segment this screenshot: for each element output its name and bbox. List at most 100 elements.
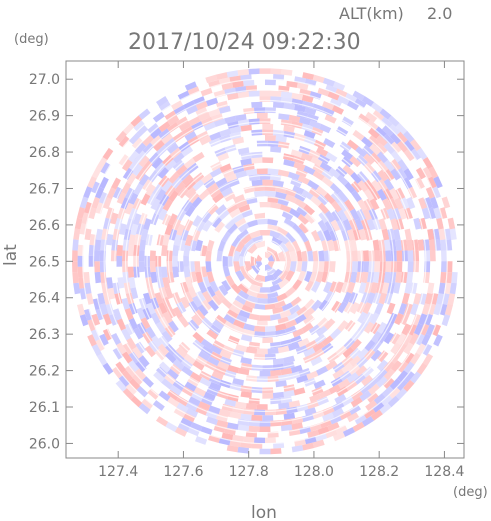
radar-gate-cell xyxy=(425,323,436,336)
radar-gate-cell xyxy=(270,313,282,321)
radar-gate-cell xyxy=(279,309,292,319)
radar-gate-cell xyxy=(325,151,338,163)
radar-gate-cell xyxy=(154,292,164,305)
radar-gate-cell xyxy=(371,331,382,343)
radar-gate-cell xyxy=(94,250,101,262)
radar-gate-cell xyxy=(165,351,177,364)
radar-gate-cell xyxy=(338,378,351,390)
radar-gate-cell xyxy=(259,90,271,97)
radar-gate-cell xyxy=(379,108,392,120)
radar-gate-cell xyxy=(321,271,330,283)
radar-gate-cell xyxy=(395,271,402,284)
radar-gate-cell xyxy=(318,202,330,214)
radar-gate-cell xyxy=(77,206,86,219)
radar-gate-cell xyxy=(374,302,384,315)
radar-gate-cell xyxy=(195,107,208,117)
radar-gate-cell xyxy=(383,239,391,251)
radar-gate-cell xyxy=(424,197,433,209)
radar-gate-cell xyxy=(376,359,389,372)
radar-gate-cell xyxy=(337,301,348,314)
radar-gate-cell xyxy=(270,448,282,455)
radar-gate-cell xyxy=(183,412,196,423)
radar-gate-cell xyxy=(330,219,341,232)
radar-gate-cell xyxy=(232,434,244,442)
radar-gate-cell xyxy=(345,380,358,391)
radar-gate-cell xyxy=(352,129,365,141)
radar-gate-cell xyxy=(390,141,402,154)
radar-gate-cell xyxy=(206,416,218,426)
radar-gate-cell xyxy=(346,281,356,294)
radar-gate-cell xyxy=(150,271,158,284)
radar-gate-cell xyxy=(318,250,325,262)
radar-gate-cell xyxy=(95,308,105,321)
radar-gate-cell xyxy=(376,134,388,147)
radar-gate-cell xyxy=(130,115,143,127)
radar-gate-cell xyxy=(404,228,412,241)
radar-gate-cell xyxy=(376,151,389,164)
radar-gate-cell xyxy=(205,74,218,83)
radar-gate-cell xyxy=(213,118,226,127)
radar-gate-cell xyxy=(383,159,395,172)
radar-gate-cell xyxy=(128,234,136,246)
radar-gate-cell xyxy=(73,282,81,295)
radar-gate-cell xyxy=(316,146,329,157)
radar-gate-cell xyxy=(181,174,194,186)
radar-gate-cell xyxy=(231,299,244,310)
radar-gate-cell xyxy=(341,395,354,407)
radar-gate-cell xyxy=(366,119,379,131)
radar-gate-cell xyxy=(265,79,276,86)
radar-gate-cell xyxy=(178,121,191,132)
radar-gate-cell xyxy=(113,308,122,321)
radar-gate-cell xyxy=(278,269,289,281)
radar-gate-cell xyxy=(358,282,367,294)
radar-gate-cell xyxy=(122,250,128,262)
radar-gate-cell xyxy=(77,244,84,256)
radar-gate-cell xyxy=(176,402,189,413)
radar-gate-cell xyxy=(312,74,325,83)
radar-gate-cell xyxy=(240,158,252,166)
radar-gate-cell xyxy=(251,279,263,288)
radar-gate-cell xyxy=(310,356,323,367)
radar-gate-cell xyxy=(262,415,274,421)
radar-gate-cell xyxy=(232,319,245,329)
radar-gate-cell xyxy=(116,192,127,205)
radar-gate-cell xyxy=(92,298,101,310)
radar-gate-cell xyxy=(257,298,268,305)
radar-gate-cell xyxy=(201,317,213,329)
radar-gate-cell xyxy=(389,187,400,200)
radar-gate-cell xyxy=(140,317,151,330)
radar-gate-cell xyxy=(221,231,232,243)
range-ring xyxy=(124,121,406,402)
radar-gate-cell xyxy=(207,299,219,312)
radar-gate-cell xyxy=(161,266,168,278)
radar-gate-cell xyxy=(172,380,185,391)
radar-gate-cell xyxy=(151,335,163,348)
radar-gate-cell xyxy=(158,100,171,112)
radar-gate-cell xyxy=(218,208,230,221)
radar-gate-cell xyxy=(246,219,258,228)
radar-gate-cell xyxy=(121,297,130,310)
radar-gate-cell xyxy=(291,223,303,235)
radar-gate-cell xyxy=(213,424,226,433)
radar-gate-cell xyxy=(124,308,134,321)
radar-gate-cell xyxy=(235,344,247,353)
radar-gate-cell xyxy=(368,376,380,388)
range-ring xyxy=(221,217,309,305)
radar-gate-cell xyxy=(156,96,169,107)
radar-gate-cell xyxy=(355,146,368,158)
radar-gate-cell xyxy=(380,394,393,406)
radar-gate-cell xyxy=(224,398,237,407)
radar-gate-cell xyxy=(222,255,228,267)
radar-gate-cell xyxy=(207,356,220,367)
radar-gate-cell xyxy=(127,245,135,257)
radar-gate-cell xyxy=(304,107,317,116)
radar-gate-cell xyxy=(138,174,150,186)
radar-gate-cell xyxy=(132,213,142,226)
radar-gate-cell xyxy=(357,311,368,324)
radar-gate-cell xyxy=(265,437,276,444)
radar-gate-cell xyxy=(195,239,203,252)
radar-gate-cell xyxy=(265,353,276,360)
radar-gate-cell xyxy=(215,177,228,188)
radar-gate-cell xyxy=(292,185,305,195)
radar-gate-cell xyxy=(84,228,92,241)
